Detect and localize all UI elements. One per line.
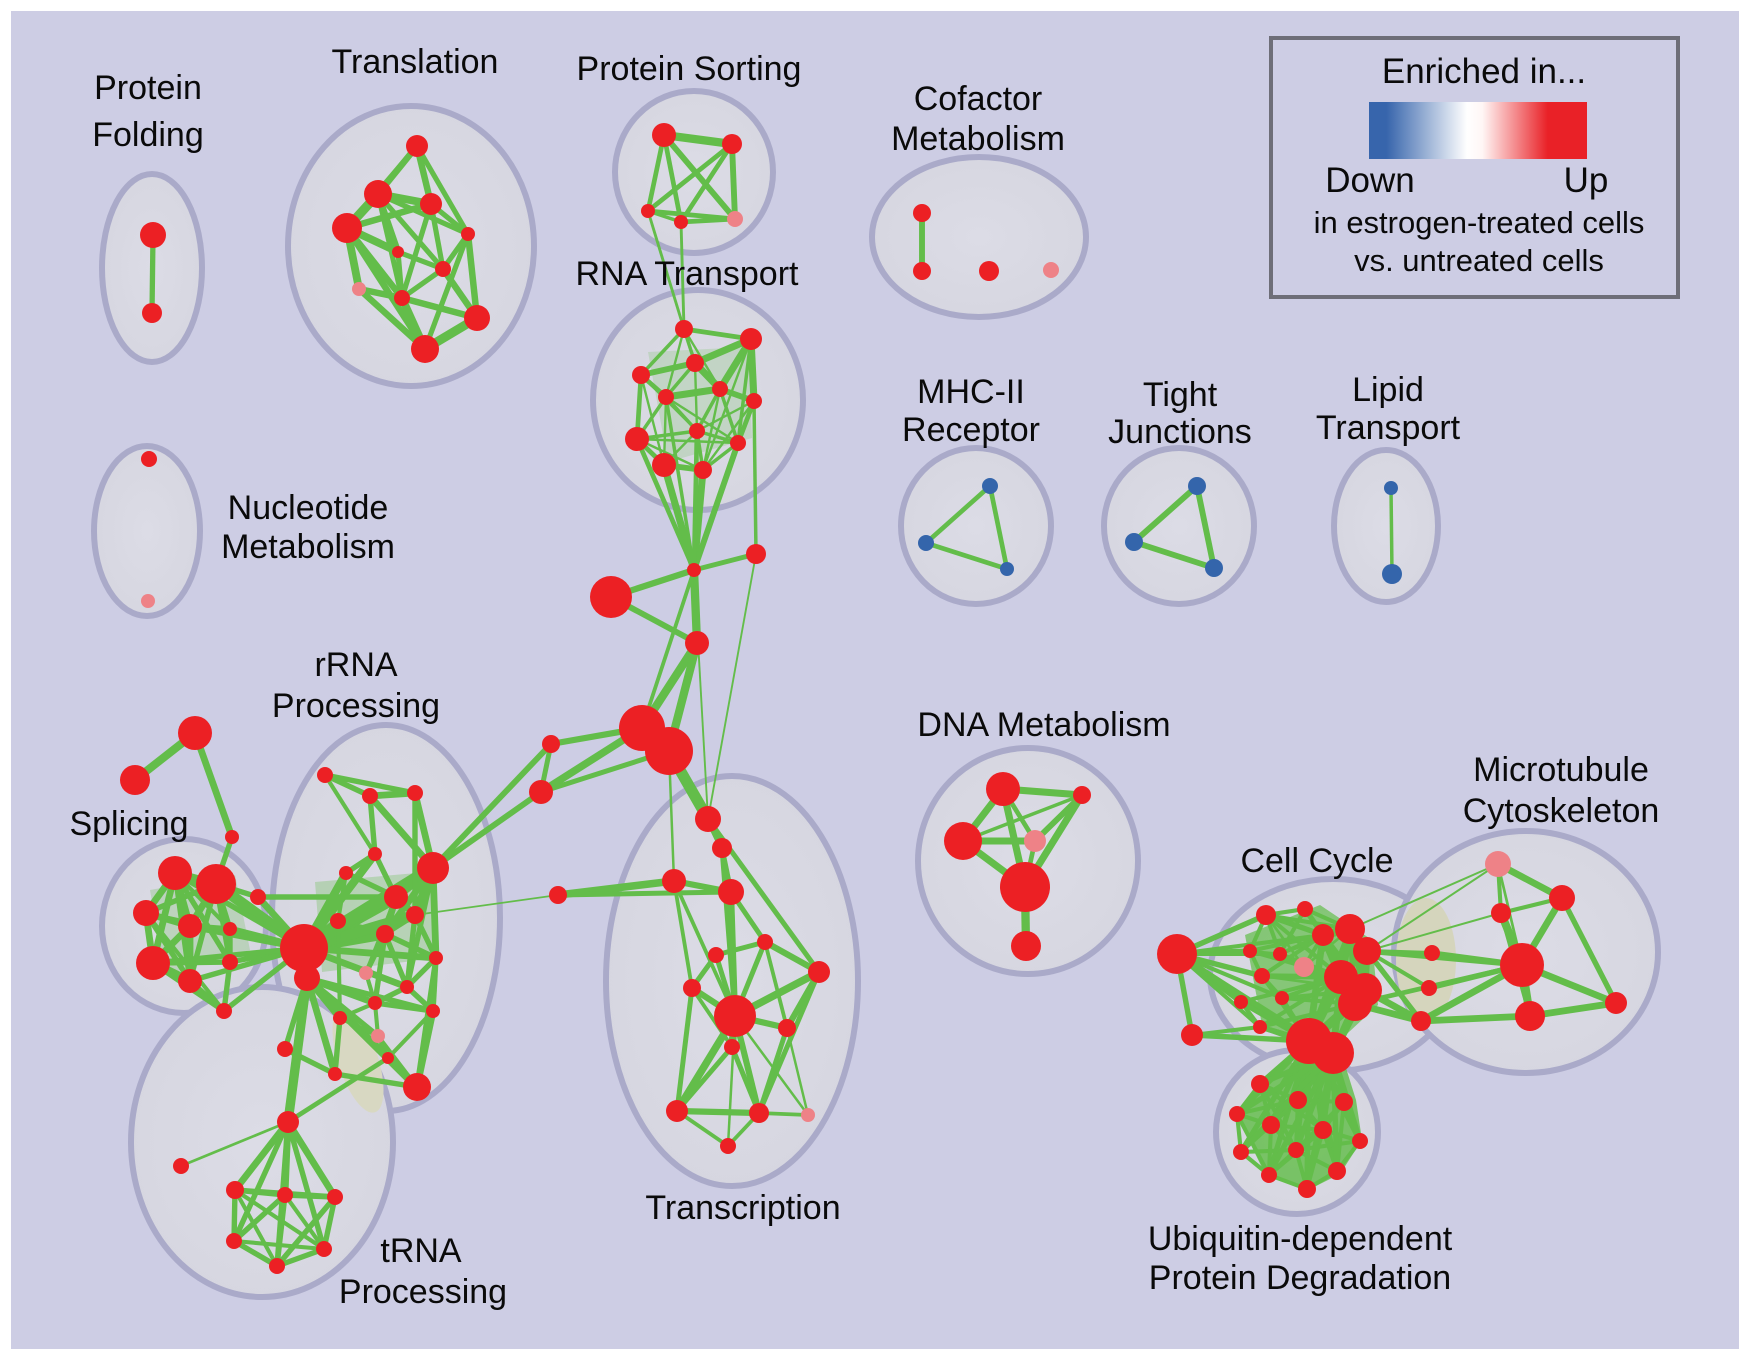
svg-text:DNA Metabolism: DNA Metabolism [917, 706, 1170, 744]
svg-text:Metabolism: Metabolism [891, 120, 1065, 158]
svg-text:Protein Sorting: Protein Sorting [577, 50, 802, 88]
svg-text:Nucleotide: Nucleotide [228, 489, 389, 527]
svg-text:Transport: Transport [1316, 409, 1461, 447]
svg-text:Lipid: Lipid [1352, 371, 1424, 409]
svg-text:tRNA: tRNA [380, 1232, 462, 1270]
svg-text:Up: Up [1564, 161, 1609, 200]
svg-text:Transcription: Transcription [645, 1189, 840, 1227]
svg-text:Processing: Processing [339, 1273, 507, 1311]
svg-text:vs. untreated cells: vs. untreated cells [1354, 243, 1604, 278]
svg-text:rRNA: rRNA [314, 646, 397, 684]
svg-text:Cytoskeleton: Cytoskeleton [1463, 792, 1660, 830]
svg-text:Metabolism: Metabolism [221, 528, 395, 566]
svg-text:Protein Degradation: Protein Degradation [1149, 1259, 1451, 1297]
svg-text:Cofactor: Cofactor [914, 80, 1043, 118]
svg-text:Tight: Tight [1143, 376, 1218, 414]
svg-text:Ubiquitin-dependent: Ubiquitin-dependent [1148, 1220, 1453, 1258]
svg-text:Receptor: Receptor [902, 411, 1040, 449]
svg-text:Cell Cycle: Cell Cycle [1240, 842, 1393, 880]
svg-text:Down: Down [1325, 161, 1414, 200]
svg-text:MHC-II: MHC-II [917, 373, 1025, 411]
svg-text:RNA Transport: RNA Transport [576, 255, 800, 293]
svg-text:Translation: Translation [332, 43, 499, 81]
svg-text:Protein: Protein [94, 69, 202, 107]
svg-text:Processing: Processing [272, 687, 440, 725]
svg-text:in estrogen-treated cells: in estrogen-treated cells [1314, 205, 1645, 240]
svg-text:Junctions: Junctions [1108, 413, 1252, 451]
svg-text:Folding: Folding [92, 116, 204, 154]
svg-text:Microtubule: Microtubule [1473, 751, 1649, 789]
svg-text:Splicing: Splicing [69, 805, 188, 843]
svg-text:Enriched in...: Enriched in... [1382, 52, 1586, 91]
